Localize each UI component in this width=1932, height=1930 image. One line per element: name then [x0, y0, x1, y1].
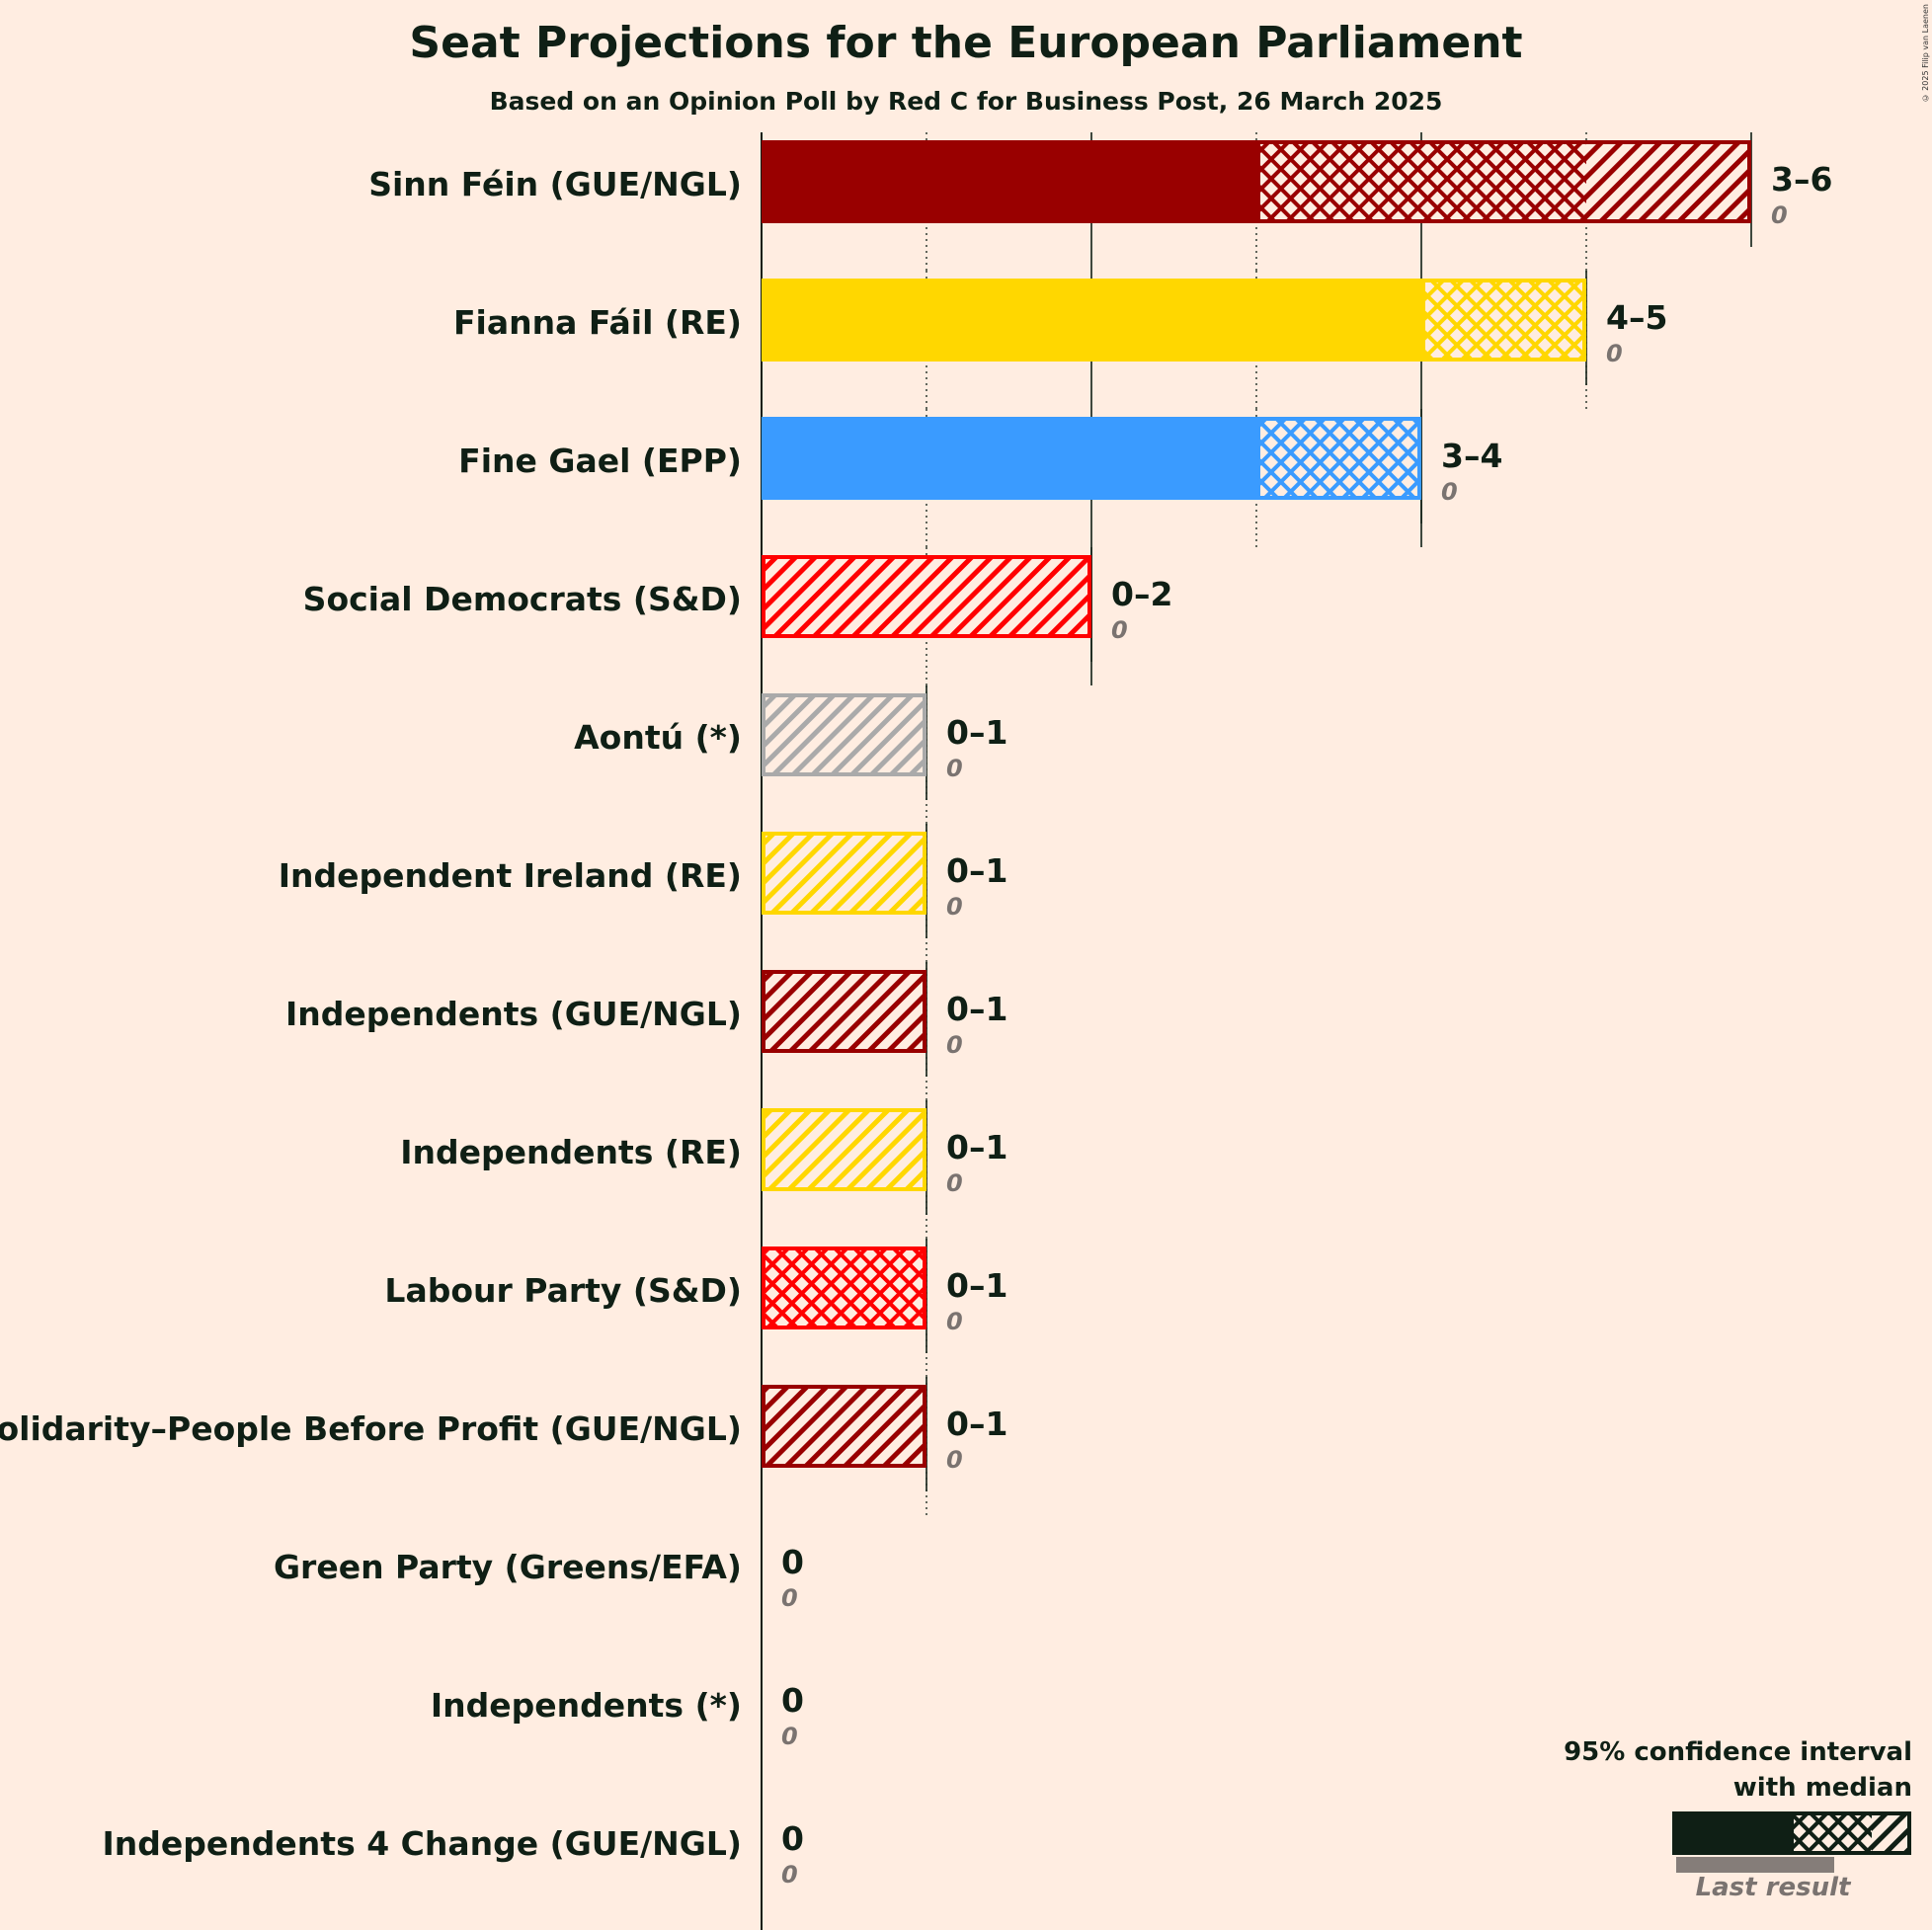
party-label-party-9: Solidarity–People Before Profit (GUE/NGL… [0, 1409, 742, 1448]
last-result-party-10: 0 [781, 1584, 798, 1612]
legend-outline [1790, 1811, 1911, 1855]
bar-ci-median-party-1 [1421, 279, 1586, 362]
bar-ci-median-party-2 [1256, 417, 1421, 500]
party-label-party-7: Independents (RE) [400, 1133, 742, 1171]
bar-outline-party-4 [762, 693, 926, 776]
chart-subtitle: Based on an Opinion Poll by Red C for Bu… [489, 87, 1443, 116]
last-result-party-5: 0 [946, 893, 963, 921]
legend-line-2: with median [1732, 1773, 1912, 1803]
bar-ci-upper-party-3 [762, 555, 1091, 638]
bar-ci-median-party-8 [762, 1246, 926, 1329]
range-label-party-6: 0–1 [946, 990, 1007, 1028]
range-label-party-0: 3–6 [1771, 160, 1832, 199]
bar-outline-party-7 [762, 1108, 926, 1191]
bar-ci-upper-party-6 [762, 970, 926, 1053]
legend-line-1: 95% confidence interval [1564, 1737, 1912, 1767]
bar-outline-party-9 [762, 1385, 926, 1468]
bar-outline-party-2 [1256, 417, 1421, 500]
range-label-party-2: 3–4 [1441, 437, 1502, 475]
bar-outline-party-5 [762, 832, 926, 915]
last-result-party-8: 0 [946, 1308, 963, 1335]
bar-solid-party-1 [762, 279, 1421, 362]
legend-last-result-label: Last result [1695, 1873, 1851, 1902]
party-label-party-5: Independent Ireland (RE) [279, 856, 742, 895]
party-label-party-2: Fine Gael (EPP) [458, 442, 742, 480]
legend-last-result-swatch [1676, 1857, 1834, 1873]
bar-outline-party-3 [762, 555, 1091, 638]
last-result-party-11: 0 [781, 1723, 798, 1750]
party-label-party-8: Labour Party (S&D) [384, 1271, 742, 1310]
bar-ci-median-party-0 [1256, 140, 1586, 223]
party-label-party-10: Green Party (Greens/EFA) [274, 1548, 742, 1586]
bar-outline-party-6 [762, 970, 926, 1053]
bar-solid-party-2 [762, 417, 1256, 500]
bar-ci-upper-party-9 [762, 1385, 926, 1468]
range-label-party-12: 0 [781, 1819, 804, 1858]
legend-title: 95% confidence interval with median [1564, 1734, 1912, 1806]
last-result-party-4: 0 [946, 755, 963, 782]
range-label-party-3: 0–2 [1111, 575, 1172, 613]
last-result-party-2: 0 [1441, 478, 1458, 506]
range-label-party-10: 0 [781, 1543, 804, 1581]
range-label-party-9: 0–1 [946, 1405, 1007, 1443]
legend-median-swatch [1792, 1811, 1872, 1855]
last-result-party-9: 0 [946, 1446, 963, 1474]
bar-solid-party-0 [762, 140, 1256, 223]
range-label-party-5: 0–1 [946, 851, 1007, 890]
bar-ci-upper-party-7 [762, 1108, 926, 1191]
last-result-party-1: 0 [1606, 340, 1623, 367]
range-label-party-7: 0–1 [946, 1128, 1007, 1166]
last-result-party-0: 0 [1771, 201, 1788, 229]
bar-outline-party-1 [1421, 279, 1586, 362]
party-label-party-3: Social Democrats (S&D) [303, 580, 742, 618]
bar-ci-upper-party-0 [1586, 140, 1751, 223]
party-label-party-1: Fianna Fáil (RE) [453, 303, 742, 342]
legend-upper-swatch [1872, 1811, 1911, 1855]
party-label-party-6: Independents (GUE/NGL) [285, 995, 742, 1033]
range-label-party-1: 4–5 [1606, 298, 1667, 337]
bar-ci-upper-party-4 [762, 693, 926, 776]
last-result-party-6: 0 [946, 1031, 963, 1059]
party-label-party-0: Sinn Féin (GUE/NGL) [368, 165, 742, 203]
last-result-party-7: 0 [946, 1169, 963, 1197]
chart-title: Seat Projections for the European Parlia… [409, 18, 1523, 68]
party-label-party-11: Independents (*) [431, 1686, 742, 1725]
party-label-party-12: Independents 4 Change (GUE/NGL) [103, 1824, 742, 1863]
range-label-party-8: 0–1 [946, 1266, 1007, 1305]
range-label-party-11: 0 [781, 1681, 804, 1720]
bar-ci-upper-party-5 [762, 832, 926, 915]
party-label-party-4: Aontú (*) [574, 718, 742, 757]
legend-solid-swatch [1672, 1811, 1792, 1855]
range-label-party-4: 0–1 [946, 713, 1007, 752]
bar-outline-party-8 [762, 1246, 926, 1329]
bar-outline-party-0 [1256, 140, 1751, 223]
last-result-party-12: 0 [781, 1861, 798, 1889]
last-result-party-3: 0 [1111, 616, 1128, 644]
